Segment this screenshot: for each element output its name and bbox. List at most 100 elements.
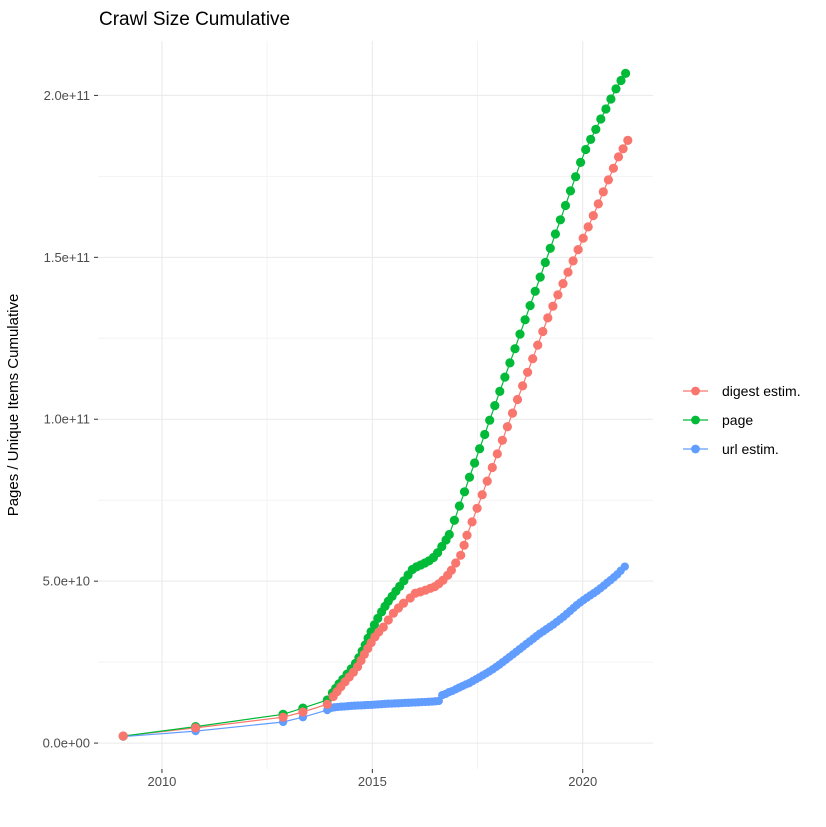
- data-point: [596, 114, 606, 124]
- data-point: [322, 699, 332, 709]
- legend-label: url estim.: [722, 441, 779, 457]
- data-point: [623, 135, 633, 145]
- data-point: [510, 344, 520, 354]
- data-point: [591, 124, 601, 134]
- legend-item-digest-estim-: digest estim.: [683, 383, 801, 399]
- data-point: [613, 152, 624, 162]
- data-point: [576, 157, 586, 167]
- data-point: [560, 200, 571, 211]
- data-point: [477, 490, 487, 500]
- x-tick-label-2015: 2015: [358, 774, 387, 789]
- data-point: [520, 315, 530, 325]
- y-tick-label-2.0e+11: 2.0e+11: [44, 88, 90, 103]
- data-point: [571, 172, 581, 182]
- data-point: [621, 68, 631, 78]
- y-tick-label-1.5e+11: 1.5e+11: [44, 250, 90, 265]
- legend-label: page: [722, 412, 753, 428]
- data-point: [548, 301, 558, 311]
- data-point: [454, 501, 464, 511]
- data-point: [606, 94, 616, 104]
- data-point: [535, 272, 545, 282]
- data-point: [490, 401, 500, 411]
- data-point: [588, 211, 598, 221]
- data-point: [543, 313, 553, 323]
- data-point: [555, 215, 566, 225]
- data-point: [487, 462, 497, 473]
- data-point: [565, 186, 576, 196]
- series-points-digest-estim-: [118, 135, 633, 741]
- data-point: [603, 175, 614, 185]
- data-point: [586, 134, 596, 144]
- data-point: [618, 144, 628, 154]
- data-point: [470, 458, 480, 468]
- data-point: [545, 243, 555, 253]
- data-point: [558, 279, 568, 289]
- data-point: [497, 435, 507, 445]
- data-point: [620, 562, 629, 571]
- data-point: [492, 449, 502, 459]
- axis-layer: 2010 2015 2020 0.0e+00 5.0e+10 1.0e+11 1.5e+11…: [43, 88, 598, 789]
- data-point: [578, 233, 588, 243]
- data-point: [563, 267, 573, 277]
- data-point: [495, 386, 505, 396]
- data-point: [278, 712, 288, 722]
- data-point: [583, 222, 593, 232]
- data-point: [446, 565, 456, 575]
- data-point: [482, 476, 492, 486]
- data-point: [505, 358, 515, 368]
- data-point: [191, 723, 201, 733]
- data-point: [444, 529, 454, 540]
- series-line-url-estim-: [123, 566, 626, 738]
- data-point: [298, 707, 308, 717]
- data-point: [475, 444, 485, 454]
- legend: digest estim. page url estim.: [683, 383, 801, 457]
- data-point: [472, 503, 482, 513]
- legend-key-dot: [691, 386, 700, 396]
- data-point: [553, 290, 563, 300]
- data-point: [512, 394, 523, 405]
- data-point: [378, 622, 388, 632]
- data-point: [459, 487, 470, 497]
- data-point: [538, 326, 548, 337]
- data-point: [593, 199, 603, 209]
- legend-label: digest estim.: [722, 383, 801, 399]
- y-tick-label-5.0e+10: 5.0e+10: [43, 574, 90, 589]
- data-point: [533, 340, 543, 350]
- legend-item-url-estim-: url estim.: [683, 441, 779, 457]
- data-point: [525, 301, 535, 311]
- data-point: [550, 229, 561, 239]
- data-point: [523, 367, 533, 377]
- data-point: [451, 558, 461, 568]
- data-point: [464, 472, 475, 482]
- y-tick-label-0.0e+00: 0.0e+00: [43, 736, 90, 751]
- x-tick-label-2010: 2010: [147, 774, 176, 789]
- data-point: [462, 530, 472, 540]
- legend-key-dot: [691, 415, 700, 425]
- chart-title: Crawl Size Cumulative: [99, 9, 290, 30]
- data-point: [573, 245, 583, 255]
- data-point: [611, 84, 621, 94]
- data-point: [449, 515, 459, 525]
- data-point: [515, 329, 525, 339]
- data-point: [540, 257, 550, 268]
- data-point: [500, 372, 510, 382]
- legend-key-dot: [691, 444, 700, 454]
- legend-item-page: page: [683, 412, 753, 428]
- data-point: [601, 104, 611, 114]
- y-axis-title: Pages / Unique Items Cumulative: [5, 294, 22, 517]
- data-point: [485, 415, 495, 425]
- data-point: [528, 354, 538, 364]
- data-point: [118, 731, 128, 741]
- data-point: [530, 286, 540, 296]
- data-point: [383, 615, 393, 625]
- data-point: [581, 144, 591, 155]
- data-point: [480, 429, 490, 440]
- x-tick-label-2020: 2020: [568, 774, 597, 789]
- data-point: [456, 550, 466, 560]
- y-tick-label-1.0e+11: 1.0e+11: [44, 412, 90, 427]
- data-point: [437, 541, 447, 552]
- series-line-digest-estim-: [123, 140, 629, 737]
- gridlines: [98, 41, 653, 769]
